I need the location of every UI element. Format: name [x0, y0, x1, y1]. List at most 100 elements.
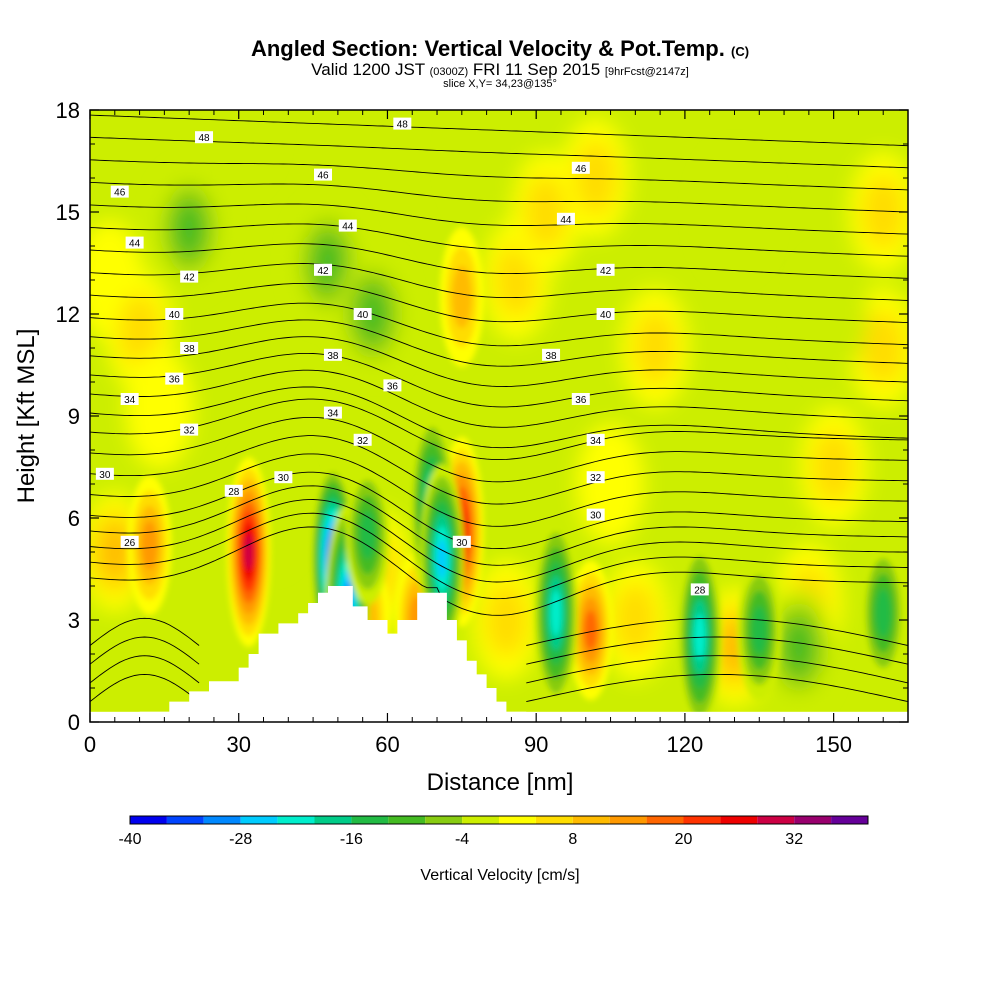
- isentrope-line: [90, 369, 908, 428]
- contour-label-text: 38: [327, 351, 339, 362]
- contour-label: 30: [95, 467, 114, 481]
- colorbar-title: Vertical Velocity [cm/s]: [420, 867, 579, 884]
- contour-label-text: 44: [560, 215, 572, 226]
- y-tick-label: 0: [68, 710, 80, 735]
- contour-label-text: 34: [590, 436, 602, 447]
- contour-label-text: 38: [545, 351, 557, 362]
- contour-label-text: 30: [99, 470, 111, 481]
- isentrope-line: [90, 617, 200, 646]
- contour-label-text: 36: [387, 381, 399, 392]
- isentrope-line: [90, 655, 200, 684]
- contour-label-bg: [314, 263, 333, 276]
- contour-label-text: 30: [456, 538, 468, 549]
- velocity-cell: [574, 141, 617, 215]
- velocity-cell: [452, 110, 521, 221]
- isentrope-line: [90, 352, 908, 408]
- contour-label: 38: [542, 348, 561, 362]
- velocity-cell: [312, 236, 344, 290]
- contour-label: 44: [125, 236, 144, 250]
- velocity-cell: [485, 583, 528, 657]
- contour-label: 38: [323, 348, 342, 362]
- contour-label: 46: [571, 161, 590, 175]
- velocity-cell: [495, 243, 538, 317]
- isentrope-line: [90, 282, 908, 324]
- contour-label-text: 46: [317, 171, 329, 182]
- ground-strip: [90, 711, 908, 722]
- contour-label: 32: [180, 423, 199, 437]
- contour-label: 42: [314, 263, 333, 277]
- isentrope-line: [90, 302, 908, 347]
- colorbar-swatch: [388, 816, 426, 824]
- contour-label-bg: [314, 168, 333, 181]
- colorbar-swatch: [499, 816, 536, 824]
- y-tick-label: 18: [56, 98, 80, 123]
- isentrope-line: [90, 181, 908, 213]
- colorbar-swatch: [462, 816, 499, 824]
- colorbar-swatch: [240, 816, 278, 824]
- isentrope-line: [90, 435, 908, 505]
- contour-label-text: 32: [184, 426, 196, 437]
- contour-label-text: 42: [317, 266, 329, 277]
- x-tick-label: 60: [375, 732, 399, 757]
- contour-label-bg: [180, 342, 199, 354]
- isentrope-line: [90, 398, 908, 461]
- contour-label-bg: [383, 379, 402, 392]
- y-axis-title: Height [Kft MSL]: [13, 329, 40, 504]
- contour-label-bg: [125, 236, 144, 249]
- contour-label-bg: [452, 535, 471, 548]
- valid-utc: (0300Z): [429, 66, 469, 78]
- contour-label-bg: [353, 433, 372, 446]
- colorbar-tick-label: -4: [455, 831, 469, 848]
- contour-label: 36: [165, 372, 184, 386]
- colorbar-swatch: [203, 816, 241, 824]
- chart-title: Angled Section: Vertical Velocity & Pot.…: [0, 36, 1000, 62]
- isentrope-line: [526, 636, 908, 665]
- colorbar-swatch: [794, 816, 832, 824]
- contour-label: 46: [110, 185, 129, 199]
- isentrope-line: [90, 159, 908, 191]
- velocity-cell: [141, 520, 158, 570]
- forecast-info: [9hrFcst@2147z]: [604, 66, 689, 78]
- contour-label-text: 40: [357, 310, 369, 321]
- contour-label-bg: [556, 212, 575, 225]
- plot-area: [90, 110, 908, 722]
- contour-label-bg: [393, 117, 412, 130]
- contour-label: 40: [596, 308, 615, 321]
- contour-label-bg: [571, 393, 590, 405]
- isentrope-line: [90, 673, 200, 702]
- contour-label: 30: [586, 508, 605, 522]
- contour-label-text: 34: [327, 409, 339, 420]
- contour-label: 36: [571, 393, 590, 406]
- y-tick-label: 6: [68, 506, 80, 531]
- colorbar-swatch: [166, 816, 204, 824]
- contour-label-text: 46: [114, 188, 126, 199]
- colorbar-swatch: [831, 816, 868, 824]
- colorbar-swatch: [720, 816, 758, 824]
- contour-label-text: 48: [397, 120, 409, 131]
- velocity-cell: [125, 349, 194, 470]
- y-tick-label: 3: [68, 608, 80, 633]
- isentrope-line: [90, 243, 908, 279]
- contour-label-bg: [323, 406, 342, 419]
- contour-label-bg: [353, 308, 372, 320]
- isentrope-line: [90, 416, 908, 483]
- isentrope-line: [90, 136, 908, 169]
- contour-label: 28: [690, 583, 709, 596]
- isentrope-line: [90, 526, 908, 616]
- contour-label-text: 40: [169, 310, 181, 321]
- isentrope-line: [90, 223, 908, 257]
- contour-label-bg: [165, 308, 184, 320]
- contour-label-bg: [596, 308, 615, 320]
- contour-label-bg: [338, 219, 357, 232]
- colorbar-swatch: [683, 816, 721, 824]
- x-tick-label: 90: [524, 732, 548, 757]
- contour-label-bg: [180, 270, 199, 283]
- contour-label: 32: [353, 433, 372, 447]
- colorbar-tick-label: 20: [675, 831, 693, 848]
- colorbar-swatch: [535, 816, 573, 824]
- x-tick-label: 30: [226, 732, 250, 757]
- colorbar-swatch: [757, 816, 795, 824]
- contour-label: 40: [165, 308, 184, 321]
